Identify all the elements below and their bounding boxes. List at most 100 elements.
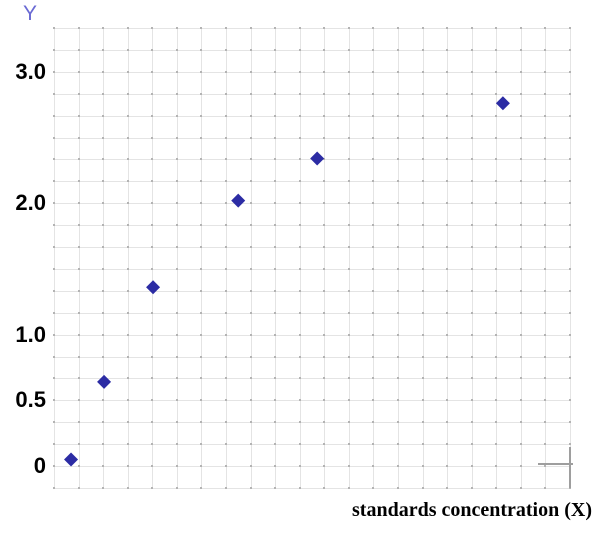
grid-intersection-dot — [495, 399, 497, 401]
grid-intersection-dot — [102, 487, 104, 489]
grid-intersection-dot — [372, 356, 374, 358]
grid-intersection-dot — [397, 334, 399, 336]
grid-intersection-dot — [544, 137, 546, 139]
grid-intersection-dot — [78, 421, 80, 423]
grid-intersection-dot — [471, 246, 473, 248]
grid-intersection-dot — [471, 115, 473, 117]
grid-intersection-dot — [422, 377, 424, 379]
grid-intersection-dot — [53, 71, 55, 73]
grid-intersection-dot — [200, 202, 202, 204]
grid-intersection-dot — [323, 115, 325, 117]
grid-intersection-dot — [446, 334, 448, 336]
grid-intersection-dot — [225, 356, 227, 358]
grid-intersection-dot — [348, 312, 350, 314]
grid-intersection-dot — [78, 49, 80, 51]
grid-intersection-dot — [225, 399, 227, 401]
grid-intersection-dot — [200, 290, 202, 292]
grid-intersection-dot — [471, 49, 473, 51]
grid-intersection-dot — [348, 334, 350, 336]
grid-intersection-dot — [348, 158, 350, 160]
grid-intersection-dot — [127, 443, 129, 445]
grid-intersection-dot — [520, 399, 522, 401]
grid-intersection-dot — [78, 487, 80, 489]
grid-intersection-dot — [200, 246, 202, 248]
grid-intersection-dot — [274, 377, 276, 379]
grid-intersection-dot — [422, 465, 424, 467]
grid-intersection-dot — [78, 312, 80, 314]
grid-intersection-dot — [495, 421, 497, 423]
grid-intersection-dot — [446, 377, 448, 379]
grid-intersection-dot — [299, 137, 301, 139]
grid-intersection-dot — [397, 93, 399, 95]
grid-intersection-dot — [569, 137, 571, 139]
grid-intersection-dot — [323, 312, 325, 314]
grid-intersection-dot — [127, 224, 129, 226]
grid-intersection-dot — [250, 202, 252, 204]
grid-intersection-dot — [250, 224, 252, 226]
grid-intersection-dot — [446, 202, 448, 204]
grid-intersection-dot — [78, 377, 80, 379]
grid-intersection-dot — [520, 465, 522, 467]
grid-intersection-dot — [348, 465, 350, 467]
grid-intersection-dot — [544, 246, 546, 248]
grid-intersection-dot — [78, 399, 80, 401]
grid-intersection-dot — [520, 334, 522, 336]
grid-intersection-dot — [78, 465, 80, 467]
grid-intersection-dot — [250, 356, 252, 358]
grid-intersection-dot — [397, 465, 399, 467]
grid-intersection-dot — [53, 180, 55, 182]
grid-intersection-dot — [274, 268, 276, 270]
grid-intersection-dot — [176, 158, 178, 160]
grid-intersection-dot — [495, 377, 497, 379]
grid-intersection-dot — [151, 115, 153, 117]
grid-intersection-dot — [372, 487, 374, 489]
grid-intersection-dot — [127, 93, 129, 95]
grid-intersection-dot — [127, 202, 129, 204]
grid-intersection-dot — [78, 137, 80, 139]
grid-intersection-dot — [127, 377, 129, 379]
grid-intersection-dot — [372, 93, 374, 95]
grid-intersection-dot — [225, 224, 227, 226]
grid-intersection-dot — [422, 93, 424, 95]
grid-intersection-dot — [495, 158, 497, 160]
grid-intersection-dot — [397, 115, 399, 117]
grid-intersection-dot — [372, 180, 374, 182]
grid-intersection-dot — [471, 202, 473, 204]
grid-intersection-dot — [471, 334, 473, 336]
grid-intersection-dot — [323, 399, 325, 401]
grid-intersection-dot — [102, 356, 104, 358]
grid-intersection-dot — [250, 246, 252, 248]
grid-intersection-dot — [299, 224, 301, 226]
grid-intersection-dot — [569, 158, 571, 160]
grid-intersection-dot — [471, 71, 473, 73]
grid-intersection-dot — [225, 246, 227, 248]
grid-intersection-dot — [200, 49, 202, 51]
grid-intersection-dot — [520, 137, 522, 139]
grid-intersection-dot — [348, 137, 350, 139]
data-point-diamond — [231, 193, 246, 208]
grid-intersection-dot — [323, 71, 325, 73]
grid-intersection-dot — [520, 421, 522, 423]
grid-intersection-dot — [225, 93, 227, 95]
grid-intersection-dot — [200, 334, 202, 336]
grid-intersection-dot — [446, 421, 448, 423]
grid-intersection-dot — [544, 487, 546, 489]
grid-intersection-dot — [372, 465, 374, 467]
grid-intersection-dot — [323, 202, 325, 204]
grid-intersection-dot — [569, 115, 571, 117]
grid-intersection-dot — [53, 137, 55, 139]
grid-intersection-dot — [446, 268, 448, 270]
grid-intersection-dot — [397, 356, 399, 358]
grid-intersection-dot — [151, 202, 153, 204]
grid-intersection-dot — [397, 49, 399, 51]
grid-intersection-dot — [127, 115, 129, 117]
grid-intersection-dot — [250, 27, 252, 29]
grid-intersection-dot — [495, 137, 497, 139]
grid-intersection-dot — [127, 290, 129, 292]
grid-intersection-dot — [151, 49, 153, 51]
grid-intersection-dot — [151, 421, 153, 423]
grid-intersection-dot — [176, 377, 178, 379]
grid-intersection-dot — [544, 443, 546, 445]
grid-intersection-dot — [446, 399, 448, 401]
grid-intersection-dot — [323, 224, 325, 226]
